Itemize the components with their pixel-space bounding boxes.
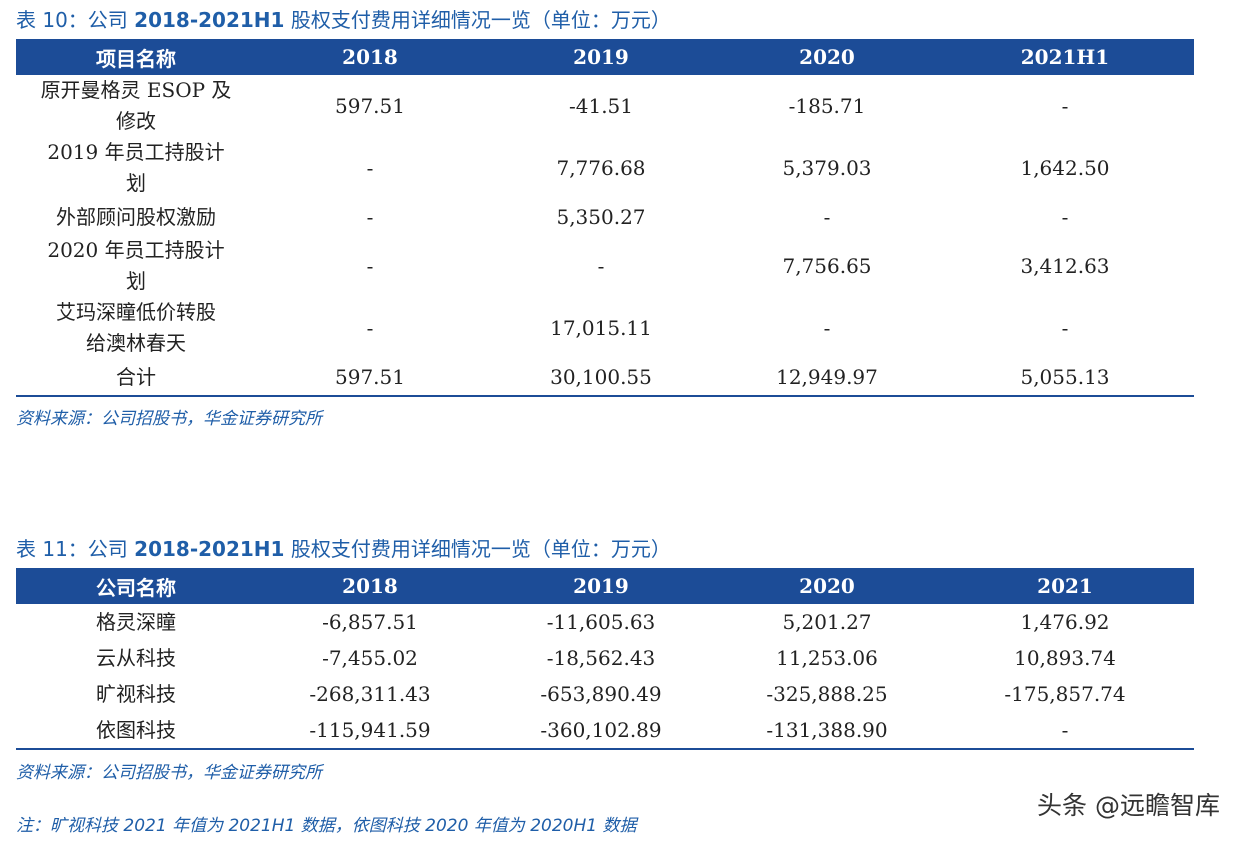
table11-header-name: 公司名称	[16, 568, 256, 604]
cell-2018: -	[366, 204, 374, 229]
table10-caption-suffix: 股权支付费用详细情况一览（单位：万元）	[290, 8, 671, 32]
row-name: 艾玛深瞳低价转股 给澳林春天	[16, 297, 256, 359]
table-row: 原开曼格灵 ESOP 及修改 597.51 -41.51 -185.71 -	[16, 75, 1194, 137]
row-name-line2: 划	[126, 269, 146, 293]
cell-2019: -	[597, 253, 605, 278]
row-name: 2020 年员工持股计划	[16, 235, 256, 297]
cell-2018: -	[366, 315, 374, 340]
cell-2019: -653,890.49	[540, 681, 662, 706]
cell-2018: -115,941.59	[256, 712, 484, 750]
table11: 公司名称 2018 2019 2020 2021 格灵深瞳 -6,857.51 …	[16, 568, 1194, 750]
cell-2018: -268,311.43	[309, 681, 431, 706]
row-name: 合计	[16, 359, 256, 397]
table11-caption-suffix: 股权支付费用详细情况一览（单位：万元）	[290, 537, 671, 561]
table11-caption-prefix: 表 11：公司	[16, 537, 128, 561]
table10: 项目名称 2018 2019 2020 2021H1 原开曼格灵 ESOP 及修…	[16, 39, 1194, 397]
table11-header-row: 公司名称 2018 2019 2020 2021	[16, 568, 1194, 604]
row-name-line1: 外部顾问股权激励	[56, 204, 216, 229]
cell-2020: 11,253.06	[776, 645, 878, 670]
cell-2019: -11,605.63	[546, 609, 656, 634]
table11-caption: 表 11：公司 2018-2021H1 股权支付费用详细情况一览（单位：万元）	[16, 535, 671, 563]
table-row-total: 合计 597.51 30,100.55 12,949.97 5,055.13	[16, 359, 1194, 397]
cell-2019: -360,102.89	[484, 712, 718, 750]
table-row: 云从科技 -7,455.02 -18,562.43 11,253.06 10,8…	[16, 640, 1194, 676]
row-name-line2: 给澳林春天	[86, 331, 186, 355]
table-row: 格灵深瞳 -6,857.51 -11,605.63 5,201.27 1,476…	[16, 604, 1194, 640]
table10-header-name: 项目名称	[16, 39, 256, 75]
row-name: 2019 年员工持股计划	[16, 137, 256, 199]
cell-2019: 30,100.55	[484, 359, 718, 397]
cell-2021h1: 5,055.13	[936, 359, 1194, 397]
row-name: 云从科技	[96, 645, 176, 670]
table10-header-row: 项目名称 2018 2019 2020 2021H1	[16, 39, 1194, 75]
table10-header-2020: 2020	[718, 39, 936, 75]
cell-2021h1: -	[1061, 93, 1069, 118]
table10-source: 资料来源：公司招股书，华金证券研究所	[16, 409, 322, 429]
footnote: 注：旷视科技 2021 年值为 2021H1 数据，依图科技 2020 年值为 …	[16, 816, 637, 836]
table-row: 旷视科技 -268,311.43 -653,890.49 -325,888.25…	[16, 676, 1194, 712]
cell-2021: -	[936, 712, 1194, 750]
row-name: 依图科技	[16, 712, 256, 750]
cell-2019: -18,562.43	[546, 645, 656, 670]
row-name-line1: 艾玛深瞳低价转股	[56, 300, 216, 324]
cell-2018: -	[366, 253, 374, 278]
cell-2018: 597.51	[335, 93, 405, 118]
cell-2020: -	[823, 204, 831, 229]
cell-2020: 12,949.97	[718, 359, 936, 397]
row-name: 外部顾问股权激励	[16, 199, 256, 235]
table11-header-2021: 2021	[936, 568, 1194, 604]
cell-2021: 10,893.74	[1014, 645, 1116, 670]
table11-header-2019: 2019	[484, 568, 718, 604]
table10-caption-prefix: 表 10：公司	[16, 8, 128, 32]
cell-2021h1: 3,412.63	[1020, 253, 1110, 278]
table10-caption: 表 10：公司 2018-2021H1 股权支付费用详细情况一览（单位：万元）	[16, 6, 671, 34]
row-name: 格灵深瞳	[96, 609, 176, 634]
cell-2020: -185.71	[788, 93, 866, 118]
cell-2018: -	[366, 155, 374, 180]
row-name-line1: 原开曼格灵 ESOP 及	[40, 78, 232, 102]
cell-2020: -325,888.25	[766, 681, 888, 706]
table11-header-2020: 2020	[718, 568, 936, 604]
table-row: 外部顾问股权激励 - 5,350.27 - -	[16, 199, 1194, 235]
table-row: 依图科技 -115,941.59 -360,102.89 -131,388.90…	[16, 712, 1194, 750]
table11-header-2018: 2018	[256, 568, 484, 604]
row-name-line1: 2020 年员工持股计	[47, 238, 225, 262]
cell-2019: 17,015.11	[550, 315, 652, 340]
table11-source: 资料来源：公司招股书，华金证券研究所	[16, 763, 322, 783]
watermark: 头条 @远瞻智库	[1037, 791, 1220, 820]
cell-2021: 1,476.92	[1020, 609, 1110, 634]
cell-2021h1: -	[1061, 204, 1069, 229]
cell-2020: 7,756.65	[782, 253, 872, 278]
table-row: 2019 年员工持股计划 - 7,776.68 5,379.03 1,642.5…	[16, 137, 1194, 199]
table10-header-2019: 2019	[484, 39, 718, 75]
cell-2019: 5,350.27	[556, 204, 646, 229]
cell-2021h1: -	[1061, 315, 1069, 340]
row-name-line1: 2019 年员工持股计	[47, 140, 225, 164]
cell-2019: -41.51	[568, 93, 633, 118]
cell-2021: -175,857.74	[1004, 681, 1126, 706]
table10-header-2021h1: 2021H1	[936, 39, 1194, 75]
cell-2020: -	[823, 315, 831, 340]
table-row: 艾玛深瞳低价转股 给澳林春天 - 17,015.11 - -	[16, 297, 1194, 359]
row-name-line2: 修改	[116, 109, 156, 133]
table-row: 2020 年员工持股计划 - - 7,756.65 3,412.63	[16, 235, 1194, 297]
cell-2020: 5,201.27	[782, 609, 872, 634]
cell-2021h1: 1,642.50	[1020, 155, 1110, 180]
table10-caption-range: 2018-2021H1	[134, 8, 285, 32]
cell-2018: -6,857.51	[322, 609, 418, 634]
cell-2019: 7,776.68	[556, 155, 646, 180]
cell-2018: 597.51	[256, 359, 484, 397]
table10-header-2018: 2018	[256, 39, 484, 75]
cell-2020: -131,388.90	[718, 712, 936, 750]
row-name: 旷视科技	[96, 681, 176, 706]
row-name-line2: 划	[126, 171, 146, 195]
cell-2020: 5,379.03	[782, 155, 872, 180]
row-name: 原开曼格灵 ESOP 及修改	[16, 75, 256, 137]
cell-2018: -7,455.02	[322, 645, 418, 670]
table11-caption-range: 2018-2021H1	[134, 537, 285, 561]
